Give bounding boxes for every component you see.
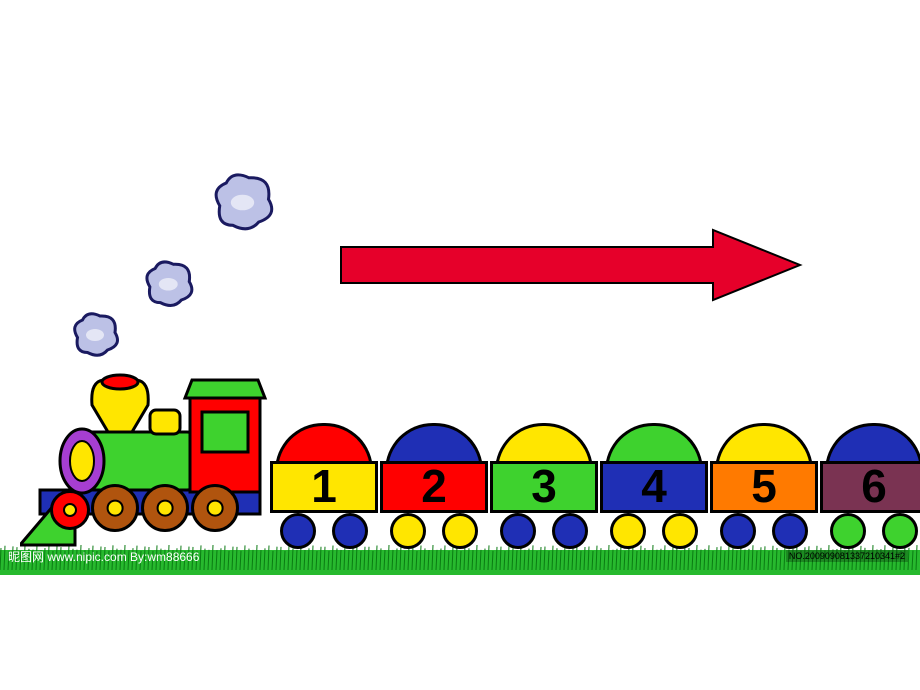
- train-car-3: 3: [490, 423, 598, 553]
- car-wheel: [552, 513, 588, 549]
- scene: 1 2 3 4 5 6 昵图网 www.nipic.com By:wm88666…: [0, 0, 920, 690]
- train-car-6: 6: [820, 423, 920, 553]
- car-wheel: [390, 513, 426, 549]
- train-car-2: 2: [380, 423, 488, 553]
- smoke-puff-3: [210, 170, 285, 240]
- car-wheel: [720, 513, 756, 549]
- car-wheel: [610, 513, 646, 549]
- car-number-label: 3: [490, 461, 598, 513]
- train-car-4: 4: [600, 423, 708, 553]
- smoke-puff-1: [70, 310, 130, 365]
- train-car-1: 1: [270, 423, 378, 553]
- loco-wheel-1: [50, 490, 90, 530]
- car-wheel: [500, 513, 536, 549]
- locomotive: [20, 360, 270, 560]
- car-number-label: 5: [710, 461, 818, 513]
- smoke-puff-2: [142, 258, 205, 316]
- loco-wheel-4: [191, 484, 239, 532]
- watermark-right: NO.200909081337210341#2: [786, 550, 908, 562]
- car-wheel: [332, 513, 368, 549]
- car-number-label: 2: [380, 461, 488, 513]
- car-wheel: [882, 513, 918, 549]
- car-number-label: 1: [270, 461, 378, 513]
- car-wheel: [830, 513, 866, 549]
- watermark-left: 昵图网 www.nipic.com By:wm88666: [8, 548, 199, 565]
- car-wheel: [662, 513, 698, 549]
- car-wheel: [772, 513, 808, 549]
- direction-arrow: [338, 225, 803, 305]
- car-number-label: 6: [820, 461, 920, 513]
- car-number-label: 4: [600, 461, 708, 513]
- train-car-5: 5: [710, 423, 818, 553]
- car-wheel: [442, 513, 478, 549]
- car-wheel: [280, 513, 316, 549]
- loco-wheel-3: [141, 484, 189, 532]
- loco-wheel-2: [91, 484, 139, 532]
